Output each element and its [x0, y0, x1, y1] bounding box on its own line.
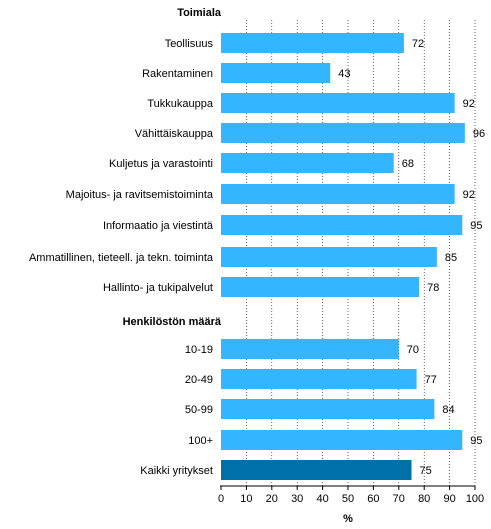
- bar: [221, 33, 404, 53]
- x-tick-label: 70: [393, 493, 405, 505]
- x-tick-label: 80: [418, 493, 430, 505]
- x-tick-label: 30: [291, 493, 303, 505]
- bar: [221, 63, 331, 83]
- bar: [221, 247, 437, 267]
- data-label: 72: [412, 38, 424, 50]
- x-tick-label: 50: [342, 493, 354, 505]
- x-tick-label: 90: [443, 493, 455, 505]
- x-tick-label: 40: [316, 493, 328, 505]
- group-title: Toimiala: [177, 7, 222, 19]
- bar: [221, 460, 412, 480]
- data-label: 95: [470, 435, 482, 447]
- data-label: 92: [463, 189, 475, 201]
- category-label: Ammatillinen, tieteell. ja tekn. toimint…: [29, 252, 214, 264]
- x-tick-label: 10: [240, 493, 252, 505]
- data-label: 70: [407, 344, 419, 356]
- x-tick-label: 60: [367, 493, 379, 505]
- bar: [221, 215, 463, 235]
- data-label: 96: [473, 128, 485, 140]
- bar: [221, 123, 465, 143]
- x-axis-title: %: [343, 513, 353, 525]
- category-label: 20-49: [185, 374, 213, 386]
- data-label: 95: [470, 220, 482, 232]
- x-tick-label: 0: [218, 493, 224, 505]
- category-label: Kuljetus ja varastointi: [109, 158, 213, 170]
- category-label: Vähittäiskauppa: [135, 128, 214, 140]
- category-label: Tukkukauppa: [147, 98, 214, 110]
- category-label: Informaatio ja viestintä: [103, 220, 214, 232]
- bar: [221, 399, 435, 419]
- bar: [221, 369, 417, 389]
- labels: Toimiala Henkilöstön määrä Teollisuus 72 Rak…: [29, 7, 485, 477]
- category-label: Teollisuus: [165, 38, 214, 50]
- bar: [221, 277, 420, 297]
- bar: [221, 339, 399, 359]
- data-label: 68: [402, 158, 414, 170]
- category-label: 10-19: [185, 344, 213, 356]
- bars: [221, 33, 465, 480]
- category-label: 50-99: [185, 404, 213, 416]
- x-tick-label: 20: [266, 493, 278, 505]
- category-label: Kaikki yritykset: [140, 465, 213, 477]
- data-label: 85: [445, 252, 457, 264]
- data-label: 84: [442, 404, 454, 416]
- group-title: Henkilöstön määrä: [123, 316, 222, 328]
- x-axis-ticks: 0 10 20 30 40 50 60 70 80 90 100: [218, 486, 484, 505]
- category-label: Majoitus- ja ravitsemistoiminta: [66, 189, 214, 201]
- data-label: 43: [338, 68, 350, 80]
- category-label: Hallinto- ja tukipalvelut: [103, 282, 213, 294]
- data-label: 75: [420, 465, 432, 477]
- category-label: Rakentaminen: [142, 68, 213, 80]
- bar: [221, 153, 394, 173]
- bar: [221, 430, 463, 450]
- bar: [221, 93, 455, 113]
- category-label: 100+: [188, 435, 213, 447]
- data-label: 92: [463, 98, 475, 110]
- bar: [221, 184, 455, 204]
- data-label: 78: [427, 282, 439, 294]
- data-label: 77: [425, 374, 437, 386]
- x-tick-label: 100: [466, 493, 484, 505]
